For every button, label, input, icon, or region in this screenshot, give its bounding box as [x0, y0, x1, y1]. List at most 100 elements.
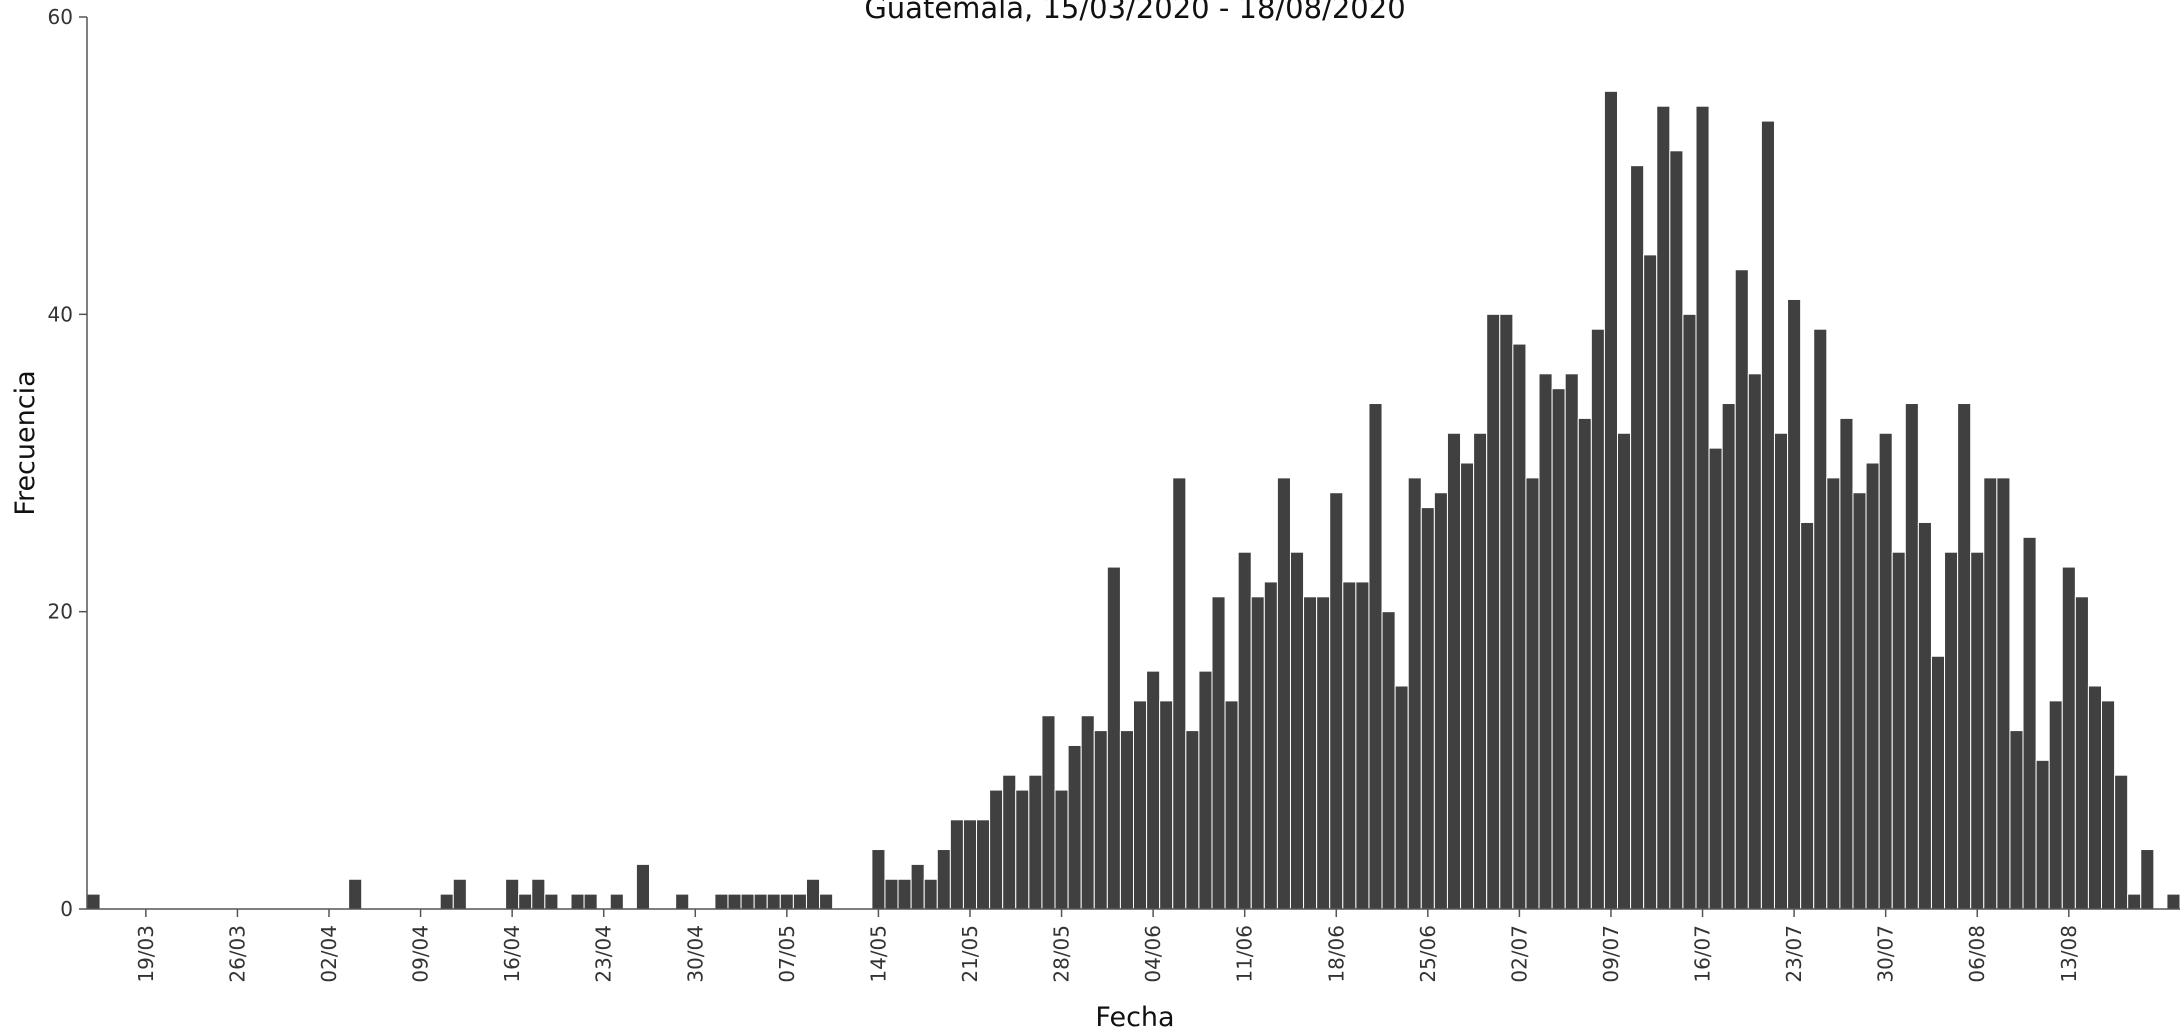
- bar: [949, 819, 964, 910]
- bar: [1172, 477, 1187, 910]
- bar: [1852, 492, 1867, 910]
- x-tick-label: 07/05: [775, 925, 799, 983]
- bar: [2087, 685, 2103, 910]
- bar: [1865, 462, 1880, 910]
- bar: [531, 878, 546, 910]
- bar: [1342, 581, 1357, 910]
- bar: [1237, 551, 1252, 910]
- bar: [1329, 492, 1344, 910]
- bar: [1316, 596, 1331, 910]
- bar: [1930, 655, 1946, 910]
- bar: [805, 878, 821, 910]
- bar: [1394, 685, 1409, 910]
- bar: [1826, 477, 1841, 910]
- bar: [609, 893, 624, 910]
- bar: [86, 893, 101, 910]
- bar: [2101, 700, 2116, 910]
- bar: [1800, 521, 1815, 910]
- bar: [2127, 893, 2142, 910]
- x-tick-label: 25/06: [1416, 925, 1440, 983]
- bar: [1656, 105, 1671, 910]
- bar: [1669, 150, 1684, 910]
- bar: [2009, 730, 2024, 910]
- bar: [2035, 759, 2050, 910]
- bar: [1119, 730, 1134, 910]
- bar: [714, 893, 729, 910]
- bar: [1617, 432, 1632, 910]
- bar: [1525, 477, 1540, 910]
- y-tick-label: 40: [48, 302, 73, 326]
- bar: [1747, 373, 1762, 910]
- bar: [1198, 670, 1213, 910]
- bar: [1303, 596, 1318, 910]
- bar: [1263, 581, 1278, 910]
- bar: [766, 893, 781, 910]
- y-tick-label: 60: [48, 5, 73, 29]
- bar: [1460, 462, 1475, 910]
- x-axis-label: Fecha: [1095, 1002, 1174, 1029]
- x-tick-label: 06/08: [1965, 925, 1989, 983]
- y-axis-label: Frecuencia: [10, 370, 41, 515]
- y-tick-label: 20: [48, 600, 73, 624]
- bar: [962, 819, 978, 910]
- bar: [936, 849, 951, 910]
- bar: [1473, 432, 1488, 910]
- bar: [1630, 165, 1645, 910]
- x-tick-label: 28/05: [1050, 925, 1074, 983]
- bar: [452, 878, 467, 910]
- bar: [1015, 789, 1030, 910]
- bar: [1146, 670, 1161, 910]
- bar: [1944, 551, 1959, 910]
- bar: [1970, 551, 1985, 910]
- bar: [1211, 596, 1226, 910]
- bar: [1054, 789, 1069, 910]
- bar: [1996, 477, 2011, 910]
- bar: [1289, 551, 1305, 910]
- bar: [1917, 521, 1932, 910]
- x-tick-label: 04/06: [1141, 925, 1165, 983]
- x-tick-label: 09/04: [409, 925, 433, 983]
- bar: [1983, 477, 1998, 910]
- x-tick-label: 11/06: [1233, 925, 1257, 983]
- x-tick-label: 21/05: [958, 925, 982, 983]
- x-tick-label: 23/04: [592, 925, 616, 983]
- bar: [753, 893, 768, 910]
- bar: [1787, 298, 1802, 910]
- x-tick-label: 30/04: [683, 925, 707, 983]
- bar: [1564, 373, 1579, 910]
- bar: [989, 789, 1004, 910]
- bar: [1760, 120, 1775, 910]
- x-tick-label: 26/03: [225, 925, 249, 983]
- bar: [635, 863, 650, 910]
- bar: [439, 893, 454, 910]
- bar: [1773, 432, 1789, 910]
- bar: [518, 893, 533, 910]
- x-tick-label: 14/05: [866, 925, 890, 983]
- bar: [1486, 313, 1501, 910]
- y-tick-label: 0: [60, 897, 73, 921]
- bar: [1590, 328, 1605, 910]
- bar: [1512, 343, 1527, 910]
- bar: [740, 893, 755, 910]
- bar: [2114, 774, 2129, 910]
- bar: [1695, 105, 1710, 910]
- bar: [544, 893, 559, 910]
- x-tick-label: 16/04: [500, 925, 524, 983]
- bar: [1080, 715, 1095, 910]
- bar: [727, 893, 742, 910]
- bar: [1420, 507, 1435, 910]
- bar: [819, 893, 834, 910]
- x-tick-label: 30/07: [1874, 925, 1898, 983]
- bar: [1446, 432, 1462, 910]
- bar: [2048, 700, 2063, 910]
- bar: [1381, 611, 1396, 910]
- x-tick-label: 16/07: [1691, 925, 1715, 983]
- x-tick-label: 13/08: [2057, 925, 2081, 983]
- bar: [2022, 536, 2037, 910]
- chart-title: Guatemala, 15/03/2020 - 18/08/2020: [864, 0, 1405, 25]
- bar: [1407, 477, 1422, 910]
- bar: [1878, 432, 1893, 910]
- bar: [348, 878, 363, 910]
- bar: [923, 878, 938, 910]
